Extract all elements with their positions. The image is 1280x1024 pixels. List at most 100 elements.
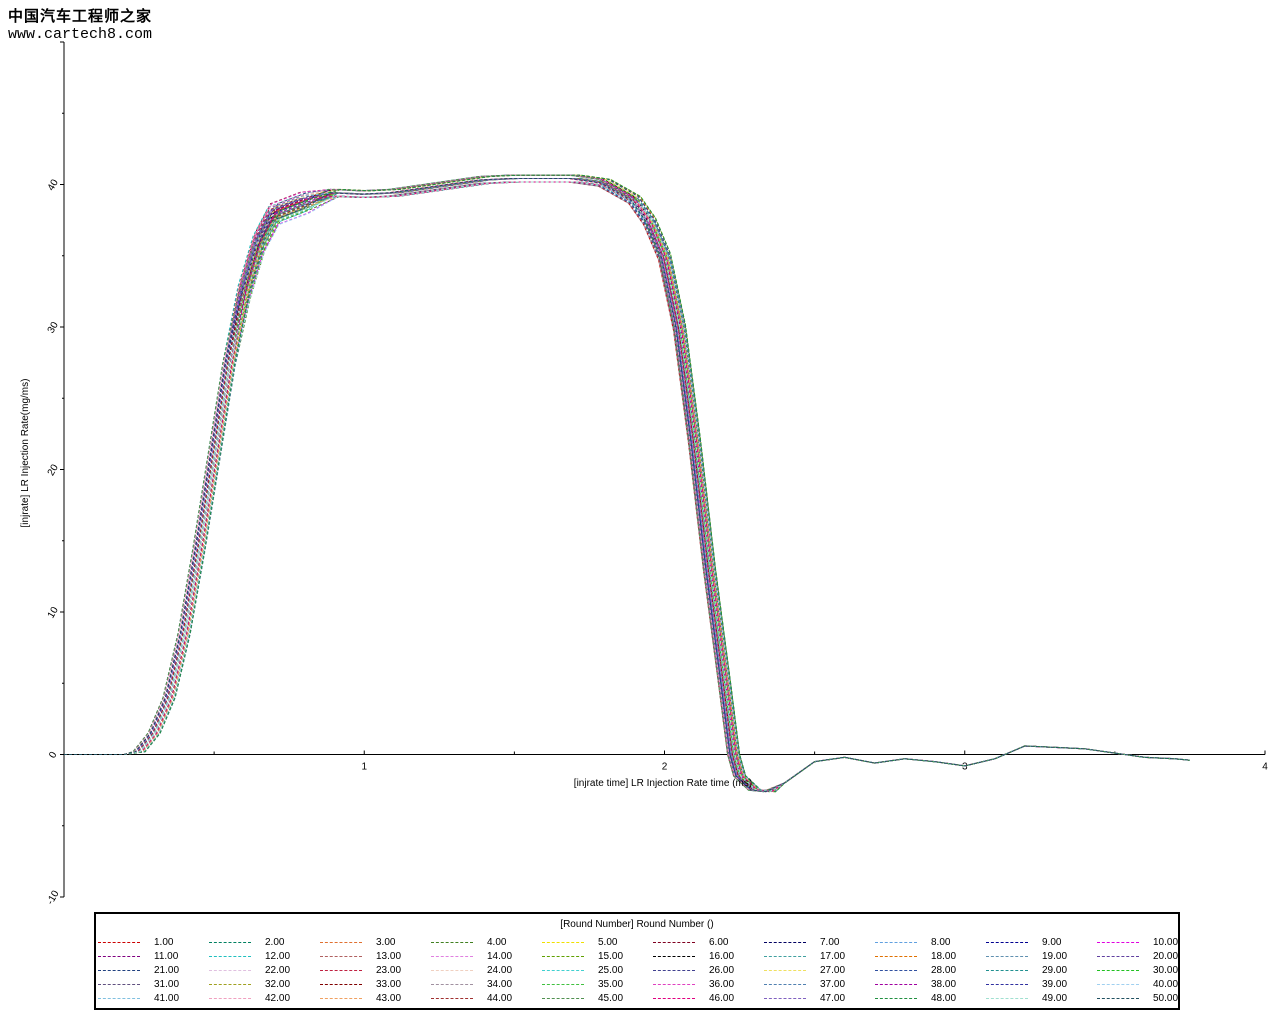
series-line-45.00 bbox=[64, 174, 1190, 793]
series-line-47.00 bbox=[64, 178, 1190, 793]
series-line-48.00 bbox=[64, 174, 1190, 793]
legend-swatch bbox=[542, 956, 584, 957]
legend-item: 3.00 bbox=[320, 936, 431, 950]
legend-item: 49.00 bbox=[986, 992, 1097, 1006]
series-line-6.00 bbox=[64, 174, 1190, 793]
legend-label: 25.00 bbox=[598, 965, 624, 976]
series-line-25.00 bbox=[64, 181, 1190, 792]
series-line-18.00 bbox=[64, 174, 1190, 793]
legend-swatch bbox=[542, 942, 584, 943]
legend-swatch bbox=[209, 998, 251, 999]
series-line-16.00 bbox=[64, 181, 1190, 792]
series-line-5.00 bbox=[64, 178, 1190, 793]
legend-item: 31.00 bbox=[98, 978, 209, 992]
legend-swatch bbox=[542, 984, 584, 985]
legend-title: [Round Number] Round Number () bbox=[560, 919, 714, 930]
x-tick-label: 3 bbox=[962, 762, 968, 773]
legend-item: 14.00 bbox=[431, 950, 542, 964]
legend-item: 28.00 bbox=[875, 964, 986, 978]
legend-item: 34.00 bbox=[431, 978, 542, 992]
legend: [Round Number] Round Number () 1.00 2.00 3… bbox=[94, 912, 1180, 1010]
legend-item: 17.00 bbox=[764, 950, 875, 964]
watermark-url: www.cartech8.com bbox=[8, 26, 153, 43]
series-line-8.00 bbox=[64, 178, 1190, 793]
legend-label: 22.00 bbox=[265, 965, 291, 976]
series-line-35.00 bbox=[64, 178, 1190, 793]
legend-swatch bbox=[431, 956, 473, 957]
legend-label: 29.00 bbox=[1042, 965, 1068, 976]
legend-item: 2.00 bbox=[209, 936, 320, 950]
legend-item: 12.00 bbox=[209, 950, 320, 964]
series-line-40.00 bbox=[64, 181, 1190, 792]
legend-label: 45.00 bbox=[598, 993, 624, 1004]
legend-swatch bbox=[320, 956, 362, 957]
legend-label: 12.00 bbox=[265, 951, 291, 962]
legend-item: 26.00 bbox=[653, 964, 764, 978]
legend-item: 29.00 bbox=[986, 964, 1097, 978]
legend-swatch bbox=[431, 984, 473, 985]
series-line-15.00 bbox=[64, 174, 1190, 793]
legend-item: 43.00 bbox=[320, 992, 431, 1006]
legend-item: 41.00 bbox=[98, 992, 209, 1006]
series-line-19.00 bbox=[64, 181, 1190, 792]
series-line-12.00 bbox=[64, 174, 1190, 793]
legend-item: 13.00 bbox=[320, 950, 431, 964]
legend-swatch bbox=[764, 984, 806, 985]
legend-item: 22.00 bbox=[209, 964, 320, 978]
legend-swatch bbox=[1097, 984, 1139, 985]
legend-label: 46.00 bbox=[709, 993, 735, 1004]
legend-item: 7.00 bbox=[764, 936, 875, 950]
legend-label: 5.00 bbox=[598, 937, 618, 948]
legend-swatch bbox=[653, 984, 695, 985]
x-axis-label: [injrate time] LR Injection Rate time (m… bbox=[574, 778, 752, 789]
legend-label: 48.00 bbox=[931, 993, 957, 1004]
legend-label: 2.00 bbox=[265, 937, 285, 948]
legend-label: 8.00 bbox=[931, 937, 951, 948]
legend-swatch bbox=[320, 970, 362, 971]
legend-swatch bbox=[764, 942, 806, 943]
legend-item: 42.00 bbox=[209, 992, 320, 1006]
legend-label: 6.00 bbox=[709, 937, 729, 948]
series-line-20.00 bbox=[64, 178, 1190, 793]
legend-swatch bbox=[209, 984, 251, 985]
series-line-1.00 bbox=[64, 181, 1190, 792]
legend-label: 1.00 bbox=[154, 937, 174, 948]
legend-label: 4.00 bbox=[487, 937, 507, 948]
y-axis-label: [injrate] LR Injection Rate(mg/ms) bbox=[20, 379, 31, 528]
legend-swatch bbox=[986, 998, 1028, 999]
legend-label: 47.00 bbox=[820, 993, 846, 1004]
legend-item: 36.00 bbox=[653, 978, 764, 992]
series-line-31.00 bbox=[64, 181, 1190, 792]
legend-label: 10.00 bbox=[1153, 937, 1179, 948]
legend-swatch bbox=[653, 956, 695, 957]
legend-swatch bbox=[98, 970, 140, 971]
legend-swatch bbox=[98, 942, 140, 943]
series-line-9.00 bbox=[64, 174, 1190, 793]
legend-item: 11.00 bbox=[98, 950, 209, 964]
series-line-4.00 bbox=[64, 181, 1190, 792]
legend-item: 40.00 bbox=[1097, 978, 1208, 992]
legend-label: 23.00 bbox=[376, 965, 402, 976]
legend-label: 21.00 bbox=[154, 965, 180, 976]
legend-swatch bbox=[98, 984, 140, 985]
legend-item: 8.00 bbox=[875, 936, 986, 950]
legend-item: 18.00 bbox=[875, 950, 986, 964]
series-line-10.00 bbox=[64, 181, 1190, 792]
legend-swatch bbox=[764, 970, 806, 971]
legend-item: 15.00 bbox=[542, 950, 653, 964]
series-line-22.00 bbox=[64, 181, 1190, 792]
legend-swatch bbox=[1097, 998, 1139, 999]
series-line-29.00 bbox=[64, 178, 1190, 793]
series-line-23.00 bbox=[64, 178, 1190, 793]
legend-swatch bbox=[986, 942, 1028, 943]
y-tick-label: 40 bbox=[46, 177, 61, 193]
legend-item: 35.00 bbox=[542, 978, 653, 992]
legend-item: 9.00 bbox=[986, 936, 1097, 950]
legend-item: 25.00 bbox=[542, 964, 653, 978]
series-line-41.00 bbox=[64, 178, 1190, 793]
y-tick-label: 0 bbox=[47, 750, 60, 761]
series-line-39.00 bbox=[64, 174, 1190, 793]
legend-item: 47.00 bbox=[764, 992, 875, 1006]
y-tick-label: 20 bbox=[46, 462, 61, 478]
legend-swatch bbox=[986, 970, 1028, 971]
